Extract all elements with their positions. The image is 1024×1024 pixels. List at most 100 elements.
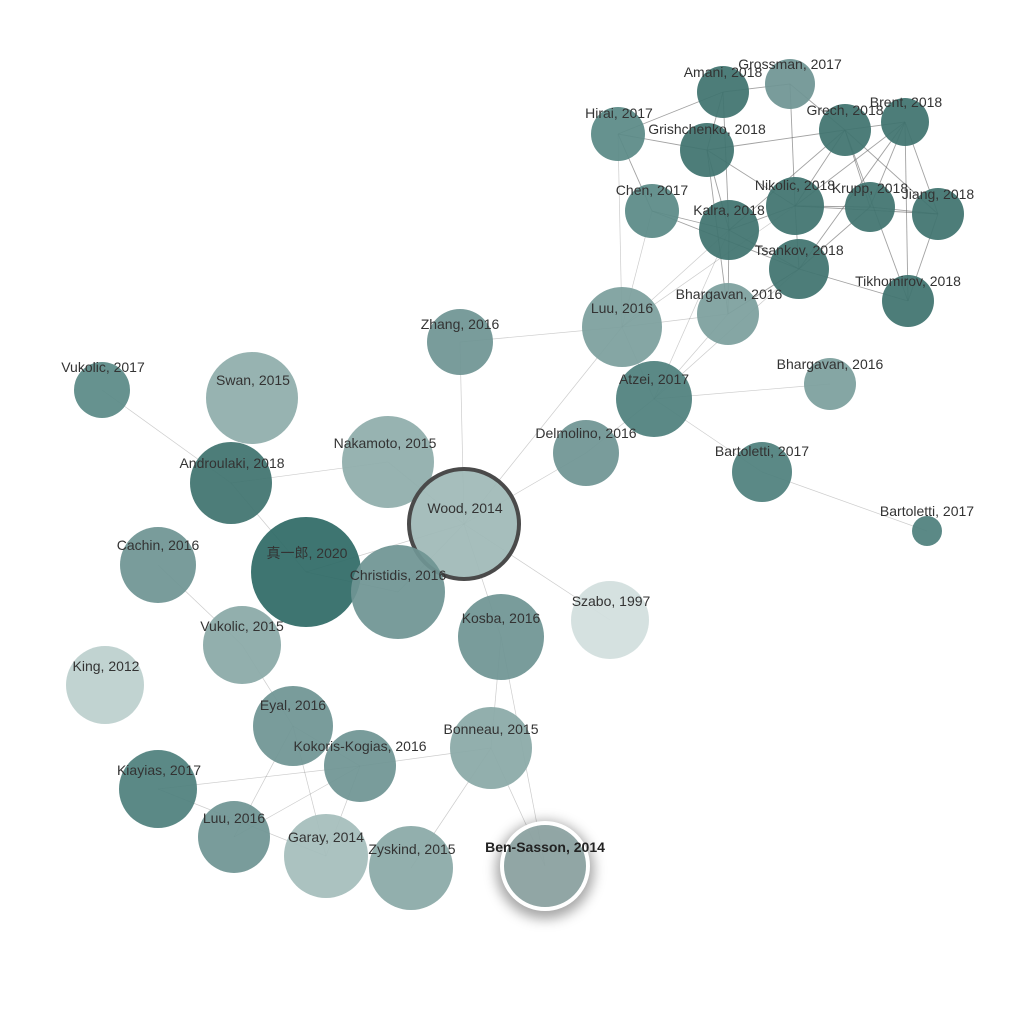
node-bhargavan2016b[interactable] <box>804 358 856 410</box>
node-delmolino2016[interactable] <box>553 420 619 486</box>
node-circle[interactable] <box>369 826 453 910</box>
node-tsankov2018[interactable] <box>769 239 829 299</box>
node-circle[interactable] <box>680 123 734 177</box>
node-shinichiro2020[interactable] <box>251 517 361 627</box>
node-label-christidis2016: Christidis, 2016 <box>350 567 447 583</box>
node-label-kosba2016: Kosba, 2016 <box>462 610 541 626</box>
node-androulaki2018[interactable] <box>190 442 272 524</box>
node-bonneau2015[interactable] <box>450 707 532 789</box>
node-krupp2018[interactable] <box>845 182 895 232</box>
node-vukolic2017[interactable] <box>74 362 130 418</box>
node-circle[interactable] <box>120 527 196 603</box>
node-circle[interactable] <box>882 275 934 327</box>
node-circle[interactable] <box>769 239 829 299</box>
node-circle[interactable] <box>324 730 396 802</box>
node-circle[interactable] <box>697 66 749 118</box>
node-label-grech2018: Grech, 2018 <box>806 102 883 118</box>
node-circle[interactable] <box>912 516 942 546</box>
node-kokoris2016[interactable] <box>324 730 396 802</box>
node-circle[interactable] <box>625 184 679 238</box>
node-amani2018[interactable] <box>697 66 749 118</box>
node-circle[interactable] <box>804 358 856 410</box>
node-label-nikolic2018: Nikolic, 2018 <box>755 177 835 193</box>
node-circle[interactable] <box>912 188 964 240</box>
node-label-zhang2016: Zhang, 2016 <box>421 316 500 332</box>
node-circle[interactable] <box>819 104 871 156</box>
node-circle[interactable] <box>253 686 333 766</box>
node-circle[interactable] <box>765 59 815 109</box>
node-bhargavan2016a[interactable] <box>697 283 759 345</box>
node-nakamoto2015[interactable] <box>342 416 434 508</box>
node-tikhomirov2018[interactable] <box>882 275 934 327</box>
node-eyal2016[interactable] <box>253 686 333 766</box>
node-kiayias2017[interactable] <box>119 750 197 828</box>
node-bensasson2014[interactable] <box>496 821 594 919</box>
node-label-bartoletti2017a: Bartoletti, 2017 <box>715 443 809 459</box>
node-wood2014[interactable] <box>407 467 521 581</box>
node-label-bartoletti2017b: Bartoletti, 2017 <box>880 503 974 519</box>
node-circle[interactable] <box>582 287 662 367</box>
node-zhang2016[interactable] <box>427 309 493 375</box>
node-circle[interactable] <box>251 517 361 627</box>
node-circle[interactable] <box>766 177 824 235</box>
node-circle[interactable] <box>198 801 270 873</box>
node-circle[interactable] <box>500 821 590 911</box>
node-jiang2018[interactable] <box>912 188 964 240</box>
node-circle[interactable] <box>697 283 759 345</box>
node-circle[interactable] <box>427 309 493 375</box>
node-nikolic2018[interactable] <box>766 177 824 235</box>
node-kosba2016[interactable] <box>458 594 544 680</box>
node-vukolic2015[interactable] <box>203 606 281 684</box>
node-circle[interactable] <box>881 98 929 146</box>
node-kalra2018[interactable] <box>699 200 759 260</box>
node-bartoletti2017b[interactable] <box>912 516 942 546</box>
node-hirai2017[interactable] <box>591 107 645 161</box>
node-label-szabo1997: Szabo, 1997 <box>572 593 651 609</box>
node-circle[interactable] <box>616 361 692 437</box>
node-atzei2017[interactable] <box>616 361 692 437</box>
nodes-layer <box>66 59 964 919</box>
node-szabo1997[interactable] <box>571 581 649 659</box>
node-luu2016b[interactable] <box>198 801 270 873</box>
node-circle[interactable] <box>190 442 272 524</box>
node-label-bhargavan2016a: Bhargavan, 2016 <box>676 286 783 302</box>
node-grishchenko2018[interactable] <box>680 123 734 177</box>
node-label-bonneau2015: Bonneau, 2015 <box>444 721 539 737</box>
node-grech2018[interactable] <box>819 104 871 156</box>
node-circle[interactable] <box>203 606 281 684</box>
node-circle[interactable] <box>553 420 619 486</box>
node-label-chen2017: Chen, 2017 <box>616 182 689 198</box>
node-circle[interactable] <box>407 467 521 581</box>
node-label-luu2016b: Luu, 2016 <box>203 810 265 826</box>
node-zyskind2015[interactable] <box>369 826 453 910</box>
node-cachin2016[interactable] <box>120 527 196 603</box>
node-king2012[interactable] <box>66 646 144 724</box>
node-brent2018[interactable] <box>881 98 929 146</box>
node-circle[interactable] <box>284 814 368 898</box>
node-bartoletti2017a[interactable] <box>732 442 792 502</box>
node-circle[interactable] <box>732 442 792 502</box>
node-christidis2016[interactable] <box>351 545 445 639</box>
node-circle[interactable] <box>66 646 144 724</box>
node-circle[interactable] <box>845 182 895 232</box>
node-circle[interactable] <box>699 200 759 260</box>
node-garay2014[interactable] <box>284 814 368 898</box>
node-circle[interactable] <box>591 107 645 161</box>
node-swan2015[interactable] <box>206 352 298 444</box>
node-circle[interactable] <box>450 707 532 789</box>
node-circle[interactable] <box>74 362 130 418</box>
node-luu2016a[interactable] <box>582 287 662 367</box>
node-circle[interactable] <box>342 416 434 508</box>
node-circle[interactable] <box>458 594 544 680</box>
node-circle[interactable] <box>351 545 445 639</box>
node-circle[interactable] <box>119 750 197 828</box>
node-circle[interactable] <box>571 581 649 659</box>
node-grossman2017[interactable] <box>765 59 815 109</box>
node-chen2017[interactable] <box>625 184 679 238</box>
node-label-luu2016a: Luu, 2016 <box>591 300 653 316</box>
node-circle[interactable] <box>206 352 298 444</box>
node-label-vukolic2015: Vukolic, 2015 <box>200 618 284 634</box>
node-label-king2012: King, 2012 <box>73 658 140 674</box>
